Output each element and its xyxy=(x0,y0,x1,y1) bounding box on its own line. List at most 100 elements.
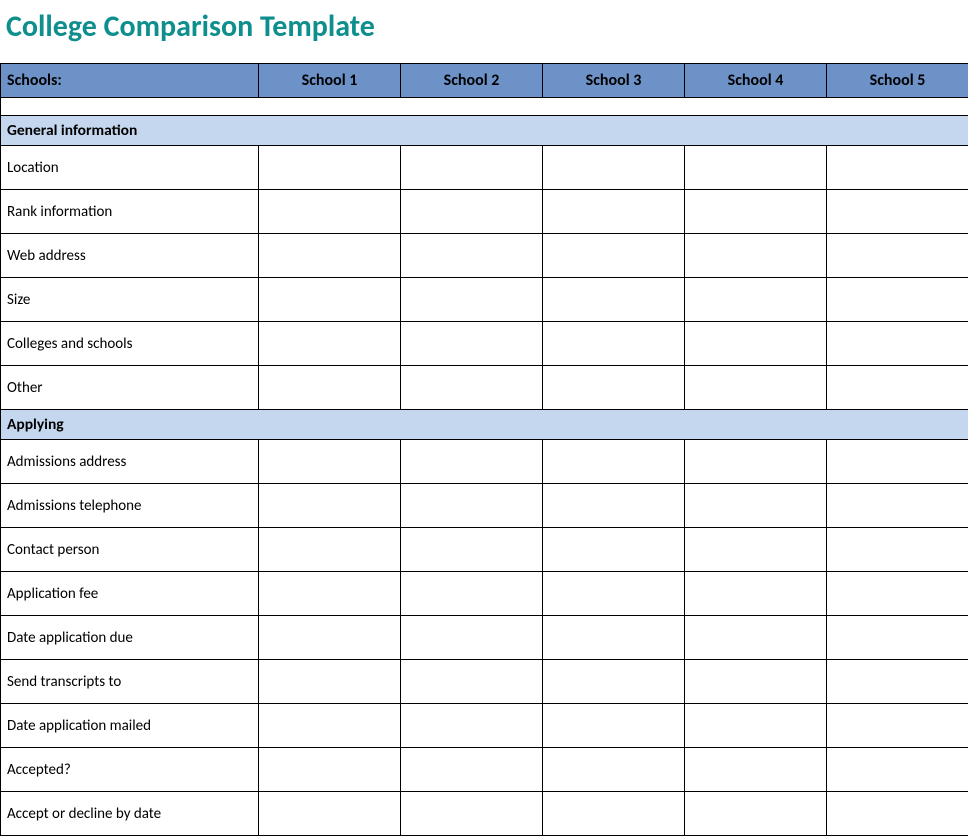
data-cell[interactable] xyxy=(401,748,543,792)
data-cell[interactable] xyxy=(685,748,827,792)
section-header: General information xyxy=(1,116,968,146)
data-cell[interactable] xyxy=(401,792,543,836)
data-cell[interactable] xyxy=(259,278,401,322)
data-cell[interactable] xyxy=(401,278,543,322)
row-label: Colleges and schools xyxy=(1,322,259,366)
data-cell[interactable] xyxy=(543,146,685,190)
data-cell[interactable] xyxy=(543,528,685,572)
page-title: College Comparison Template xyxy=(0,0,968,63)
data-cell[interactable] xyxy=(685,484,827,528)
data-cell[interactable] xyxy=(827,572,968,616)
data-cell[interactable] xyxy=(401,190,543,234)
data-cell[interactable] xyxy=(827,440,968,484)
data-cell[interactable] xyxy=(827,484,968,528)
row-label: Accepted? xyxy=(1,748,259,792)
data-cell[interactable] xyxy=(827,366,968,410)
data-cell[interactable] xyxy=(827,528,968,572)
data-cell[interactable] xyxy=(685,234,827,278)
data-cell[interactable] xyxy=(543,366,685,410)
data-cell[interactable] xyxy=(827,792,968,836)
data-cell[interactable] xyxy=(401,704,543,748)
row-label: Application fee xyxy=(1,572,259,616)
data-cell[interactable] xyxy=(401,616,543,660)
row-label: Date application mailed xyxy=(1,704,259,748)
data-cell[interactable] xyxy=(827,616,968,660)
data-cell[interactable] xyxy=(543,234,685,278)
data-cell[interactable] xyxy=(259,484,401,528)
data-cell[interactable] xyxy=(259,190,401,234)
spacer xyxy=(1,98,968,116)
data-cell[interactable] xyxy=(401,366,543,410)
data-cell[interactable] xyxy=(827,234,968,278)
data-cell[interactable] xyxy=(259,366,401,410)
row-label: Location xyxy=(1,146,259,190)
data-cell[interactable] xyxy=(401,484,543,528)
data-cell[interactable] xyxy=(685,366,827,410)
data-cell[interactable] xyxy=(827,322,968,366)
data-cell[interactable] xyxy=(685,704,827,748)
data-cell[interactable] xyxy=(259,748,401,792)
header-label: Schools: xyxy=(1,64,259,98)
comparison-table: Schools:School 1School 2School 3School 4… xyxy=(0,63,968,836)
data-cell[interactable] xyxy=(259,322,401,366)
row-label: Contact person xyxy=(1,528,259,572)
data-cell[interactable] xyxy=(685,278,827,322)
data-cell[interactable] xyxy=(685,616,827,660)
data-cell[interactable] xyxy=(827,190,968,234)
data-cell[interactable] xyxy=(685,322,827,366)
data-cell[interactable] xyxy=(827,660,968,704)
data-cell[interactable] xyxy=(543,748,685,792)
row-label: Admissions telephone xyxy=(1,484,259,528)
data-cell[interactable] xyxy=(685,572,827,616)
data-cell[interactable] xyxy=(685,528,827,572)
row-label: Accept or decline by date xyxy=(1,792,259,836)
data-cell[interactable] xyxy=(401,660,543,704)
row-label: Rank information xyxy=(1,190,259,234)
section-header: Applying xyxy=(1,410,968,440)
data-cell[interactable] xyxy=(259,660,401,704)
data-cell[interactable] xyxy=(543,440,685,484)
school-header-4: School 4 xyxy=(685,64,827,98)
data-cell[interactable] xyxy=(827,704,968,748)
data-cell[interactable] xyxy=(543,572,685,616)
data-cell[interactable] xyxy=(259,234,401,278)
data-cell[interactable] xyxy=(685,440,827,484)
data-cell[interactable] xyxy=(401,440,543,484)
data-cell[interactable] xyxy=(401,146,543,190)
data-cell[interactable] xyxy=(259,572,401,616)
data-cell[interactable] xyxy=(259,146,401,190)
data-cell[interactable] xyxy=(259,704,401,748)
data-cell[interactable] xyxy=(259,440,401,484)
data-cell[interactable] xyxy=(685,190,827,234)
data-cell[interactable] xyxy=(259,616,401,660)
data-cell[interactable] xyxy=(259,792,401,836)
data-cell[interactable] xyxy=(685,792,827,836)
data-cell[interactable] xyxy=(685,146,827,190)
data-cell[interactable] xyxy=(827,748,968,792)
data-cell[interactable] xyxy=(827,146,968,190)
school-header-5: School 5 xyxy=(827,64,968,98)
data-cell[interactable] xyxy=(543,660,685,704)
row-label: Send transcripts to xyxy=(1,660,259,704)
data-cell[interactable] xyxy=(543,792,685,836)
row-label: Date application due xyxy=(1,616,259,660)
data-cell[interactable] xyxy=(543,190,685,234)
data-cell[interactable] xyxy=(543,278,685,322)
data-cell[interactable] xyxy=(543,616,685,660)
data-cell[interactable] xyxy=(401,528,543,572)
data-cell[interactable] xyxy=(401,322,543,366)
row-label: Other xyxy=(1,366,259,410)
data-cell[interactable] xyxy=(827,278,968,322)
data-cell[interactable] xyxy=(401,234,543,278)
data-cell[interactable] xyxy=(543,704,685,748)
data-cell[interactable] xyxy=(543,484,685,528)
school-header-3: School 3 xyxy=(543,64,685,98)
data-cell[interactable] xyxy=(401,572,543,616)
data-cell[interactable] xyxy=(259,528,401,572)
data-cell[interactable] xyxy=(685,660,827,704)
row-label: Web address xyxy=(1,234,259,278)
school-header-1: School 1 xyxy=(259,64,401,98)
row-label: Size xyxy=(1,278,259,322)
row-label: Admissions address xyxy=(1,440,259,484)
data-cell[interactable] xyxy=(543,322,685,366)
